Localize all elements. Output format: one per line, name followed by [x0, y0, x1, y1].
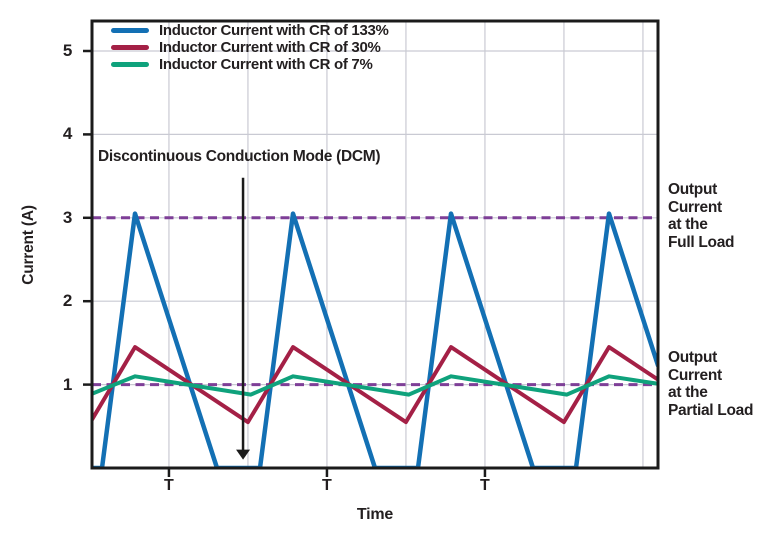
legend-item: Inductor Current with CR of 30% [111, 39, 389, 56]
legend: Inductor Current with CR of 133% Inductor… [111, 22, 389, 73]
legend-label: Inductor Current with CR of 30% [159, 39, 381, 56]
legend-swatch-icon [111, 45, 149, 50]
legend-label: Inductor Current with CR of 133% [159, 22, 389, 39]
full-load-label: Output Current at the Full Load [668, 181, 735, 251]
y-tick-label: 5 [62, 41, 72, 60]
y-tick-label: 2 [62, 291, 72, 311]
legend-item: Inductor Current with CR of 7% [111, 56, 389, 73]
legend-item: Inductor Current with CR of 133% [111, 22, 389, 39]
partial-load-label: Output Current at the Partial Load [668, 349, 754, 419]
dcm-annotation: Discontinuous Conduction Mode (DCM) [98, 148, 381, 165]
plot-border [90, 19, 660, 470]
series-line-1 [92, 345, 658, 425]
y-tick-label: 4 [62, 124, 72, 144]
y-axis-title: Current (A) [20, 205, 37, 285]
legend-swatch-icon [111, 28, 149, 33]
x-axis-title: Time [356, 506, 394, 523]
y-tick-label: 1 [62, 374, 72, 394]
series-line-0 [92, 211, 658, 469]
legend-swatch-icon [111, 62, 149, 67]
y-tick-label: 3 [62, 207, 72, 227]
dcm-arrow-head [236, 449, 251, 460]
x-tick-label: T [164, 477, 174, 494]
legend-label: Inductor Current with CR of 7% [159, 56, 373, 73]
series-line-2 [92, 374, 658, 397]
x-tick-label: T [322, 477, 332, 494]
x-tick-label: T [480, 477, 490, 494]
